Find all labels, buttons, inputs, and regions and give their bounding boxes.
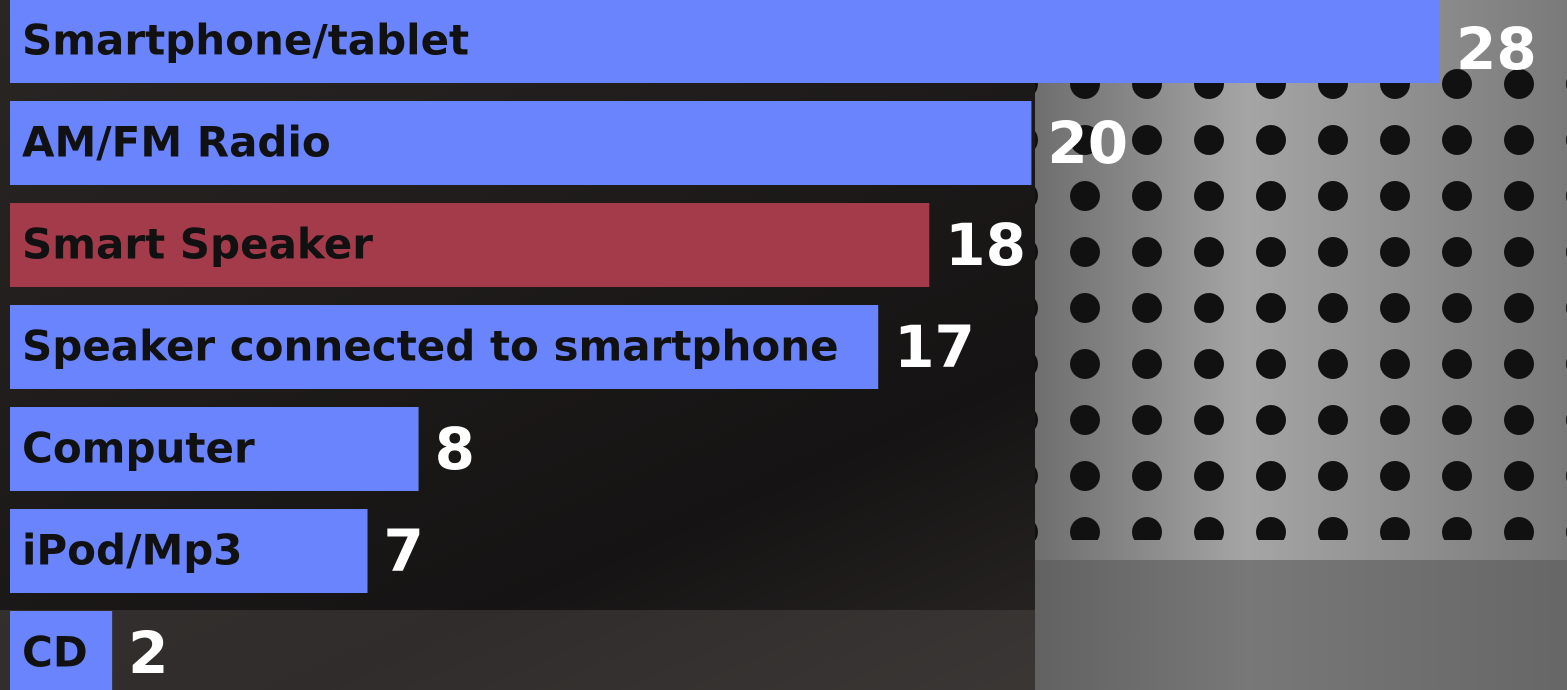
category-label: Computer <box>22 424 255 473</box>
value-label: 18 <box>945 211 1026 279</box>
bar <box>10 611 113 690</box>
bar <box>10 0 1440 83</box>
bar <box>10 407 419 491</box>
value-label: 2 <box>128 619 168 687</box>
value-label: 20 <box>1047 109 1128 177</box>
speaker-grille <box>1035 60 1567 540</box>
table-surface <box>0 610 1035 690</box>
value-label: 7 <box>384 517 424 585</box>
value-label: 8 <box>435 415 475 483</box>
bar <box>10 305 879 389</box>
value-label: 28 <box>1456 15 1537 83</box>
category-label: Speaker connected to smartphone <box>22 322 839 371</box>
bar <box>10 509 368 593</box>
speaker-base <box>1035 560 1567 690</box>
value-label: 17 <box>894 313 975 381</box>
category-label: Smartphone/tablet <box>22 16 469 65</box>
category-label: CD <box>22 628 88 677</box>
category-label: AM/FM Radio <box>22 118 331 167</box>
category-label: iPod/Mp3 <box>22 526 243 575</box>
bar <box>10 101 1032 185</box>
bar <box>10 203 930 287</box>
category-label: Smart Speaker <box>22 220 373 269</box>
